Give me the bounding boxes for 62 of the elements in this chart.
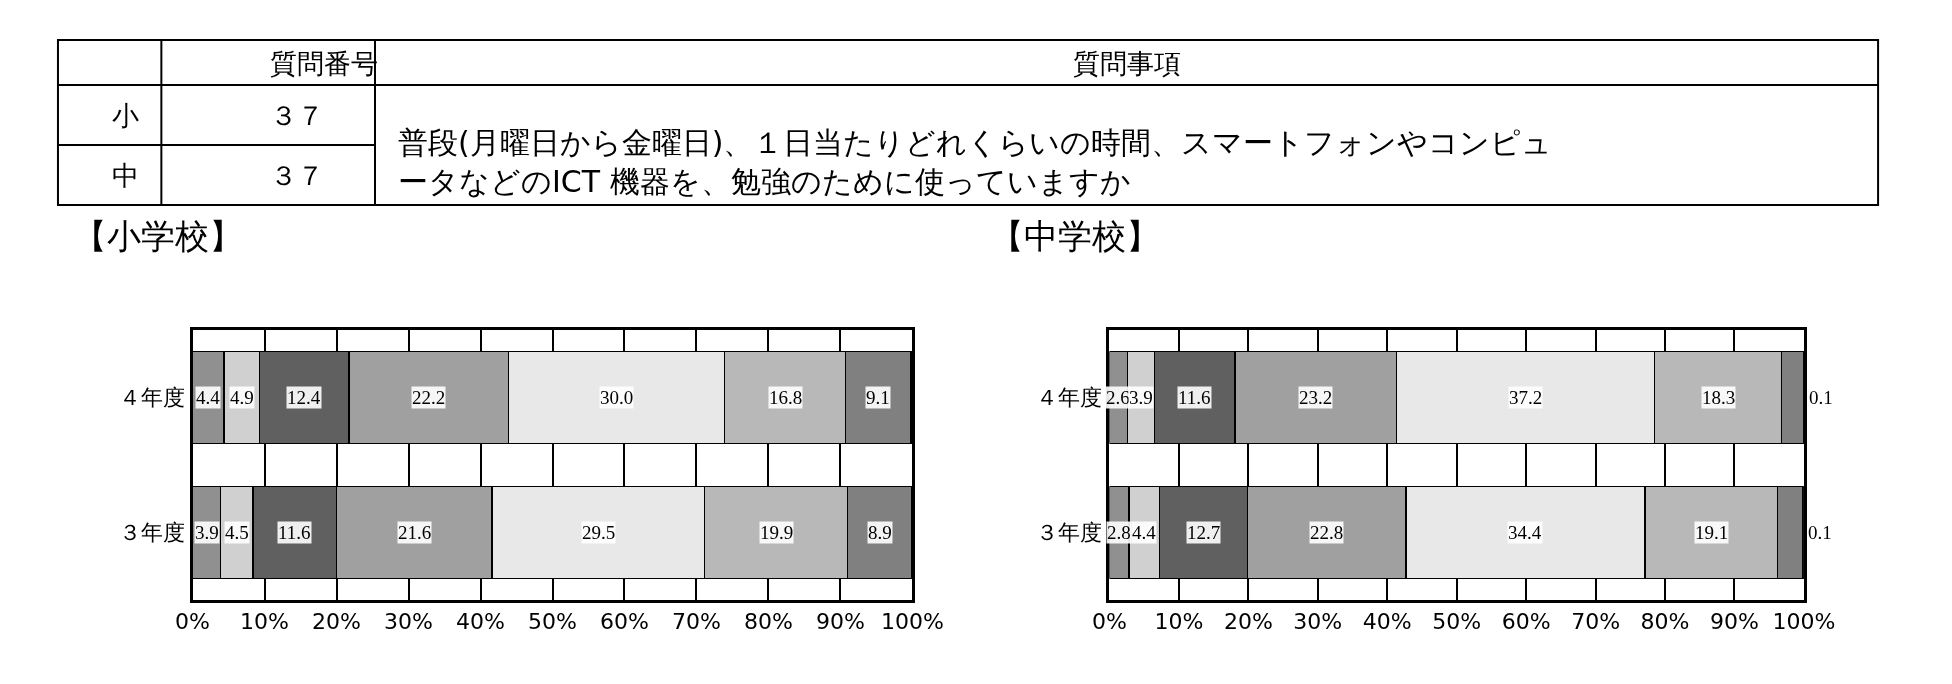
x-tick-label: 100% [1772, 609, 1836, 635]
data-label: 19.9 [760, 522, 794, 543]
x-tick-label: 50% [1432, 609, 1482, 635]
data-label: 12.4 [287, 387, 321, 408]
x-tick-label: 0% [1092, 609, 1127, 635]
x-tick-label: 0% [175, 609, 211, 635]
text: 普段(月曜日から金曜日)、１日当たりどれくらいの時間、スマートフォンやコンピュータなどのICT 機器を、勉強のために使っていますか [398, 125, 1553, 199]
x-tick-label: 20% [1223, 609, 1273, 635]
data-label: 18.3 [1702, 387, 1736, 408]
x-tick-label: 20% [312, 609, 361, 635]
data-label: 11.6 [1178, 387, 1211, 408]
x-tick-label: 10% [240, 609, 290, 635]
x-tick-label: 40% [456, 609, 505, 635]
data-label: 22.2 [412, 387, 446, 408]
data-label: 0.1 [1809, 387, 1833, 408]
data-label: 12.7 [1187, 522, 1221, 543]
x-tick-label: 30% [384, 609, 433, 635]
text: 質問事項 [1073, 48, 1181, 79]
text: 中 [112, 160, 139, 191]
data-label: 16.8 [769, 387, 803, 408]
y-tick-label: ４年度 [119, 385, 186, 411]
x-tick-label: 50% [528, 609, 577, 635]
x-tick-label: 10% [1154, 609, 1204, 635]
x-tick-label: 90% [815, 609, 865, 635]
x-tick-label: 30% [1293, 609, 1343, 635]
data-label: 3.9 [195, 522, 219, 543]
data-label: 8.9 [868, 522, 892, 543]
x-tick-label: 60% [1501, 609, 1551, 635]
x-tick-label: 90% [1710, 609, 1759, 635]
chart-title: 【小学校】 [73, 216, 243, 256]
text: ３７ [270, 160, 324, 191]
data-label: 0.1 [1808, 522, 1832, 543]
data-label: 23.2 [1299, 387, 1333, 408]
data-label: 4.5 [225, 522, 249, 543]
text: 小 [112, 100, 139, 131]
x-tick-label: 100% [880, 609, 944, 635]
x-tick-label: 40% [1362, 609, 1412, 635]
y-tick-label: ４年度 [1036, 385, 1103, 411]
x-tick-label: 60% [600, 609, 649, 635]
text: ３７ [270, 100, 324, 131]
chart-title: 【中学校】 [990, 216, 1160, 256]
x-tick-label: 80% [1640, 609, 1690, 635]
data-label: 19.1 [1695, 522, 1729, 543]
y-tick-label: ３年度 [119, 520, 186, 546]
data-label: 2.8 [1107, 522, 1131, 543]
data-label: 30.0 [600, 387, 634, 408]
data-label: 2.6 [1106, 387, 1130, 408]
data-label: 22.8 [1310, 522, 1344, 543]
x-tick-label: 80% [744, 609, 793, 635]
data-label: 4.9 [230, 387, 254, 408]
data-label: 11.6 [278, 522, 311, 543]
x-tick-label: 70% [1571, 609, 1621, 635]
data-label: 34.4 [1508, 522, 1542, 543]
x-tick-label: 70% [672, 609, 721, 635]
data-label: 9.1 [866, 387, 890, 408]
data-label: 4.4 [1132, 522, 1157, 543]
data-label: 37.2 [1509, 387, 1543, 408]
data-label: 21.6 [398, 522, 432, 543]
data-label: 29.5 [582, 522, 616, 543]
data-label: 3.9 [1129, 387, 1153, 408]
data-label: 4.4 [196, 387, 221, 408]
y-tick-label: ３年度 [1036, 520, 1103, 546]
